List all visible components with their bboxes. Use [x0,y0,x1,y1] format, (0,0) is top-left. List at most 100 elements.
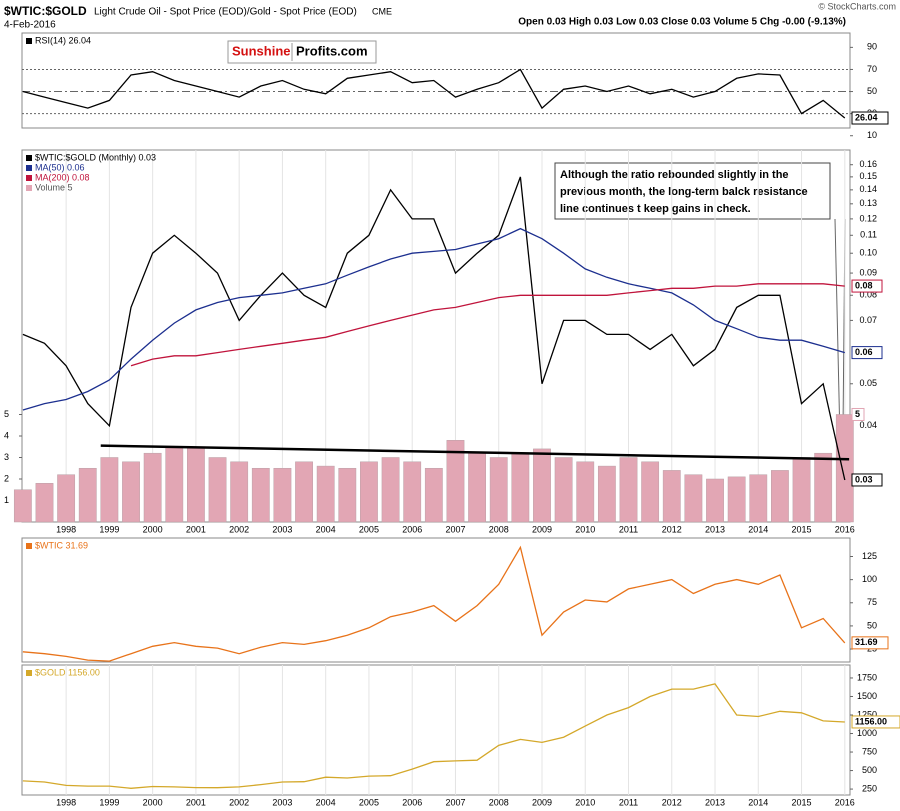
quote: Open 0.03 High 0.03 Low 0.03 Close 0.03 … [518,17,846,28]
y-tick-label: 0.14 [859,184,877,194]
symbol: $WTIC:$GOLD [4,4,87,18]
end-label: 31.69 [855,637,878,647]
x-tick-label: 1999 [99,524,119,534]
y-tick-label: 125 [862,551,877,561]
credit: © StockCharts.com [818,1,896,11]
logo-box [227,40,377,64]
volume-bar [597,465,616,523]
end-label-box [851,715,900,729]
x-tick-label: 2001 [186,797,206,807]
y-tick-label: 0.09 [859,267,877,277]
y-tick-label: 50 [867,86,877,96]
end-label-box [851,407,865,421]
logo-right: Profits.com [296,43,368,58]
y2-tick-label: 4 [4,430,9,440]
x-tick-label: 2008 [489,524,509,534]
x-tick-label: 2004 [316,524,336,534]
x-tick-label: 2006 [402,797,422,807]
x-tick-label: 2000 [143,797,163,807]
volume-bar [78,467,97,523]
volume-bar [403,461,422,523]
volume-bar [122,461,140,523]
x-tick-label: 2013 [705,524,725,534]
x-tick-label: 2010 [575,524,595,534]
y-tick-label: 0.10 [859,248,877,258]
annotation-line: line continues t keep gains in check. [560,203,751,215]
volume-bar [835,414,854,523]
volume-bar [13,489,32,523]
x-tick-label: 2011 [619,524,638,534]
volume-bar [100,457,119,523]
volume-bar [576,461,595,523]
x-tick-label: 2015 [792,797,812,807]
volume-bar [533,448,551,523]
y2-tick-label: 5 [4,409,9,419]
legend-label: $GOLD 1156.00 [35,667,100,677]
volume-bar [792,457,811,523]
y-tick-label: 0.12 [859,213,877,223]
volume-bar [641,461,660,523]
x-tick-label: 1998 [56,797,76,807]
volume-bar [165,446,184,523]
x-tick-label: 2009 [532,797,552,807]
end-label: 0.03 [855,474,873,484]
legend-swatch [26,175,32,181]
x-tick-label: 2000 [143,524,163,534]
x-tick-label: 2016 [835,797,855,807]
volume-bar [381,457,400,523]
series-line [22,68,846,119]
end-label: 5 [855,409,860,419]
volume-bar [554,457,573,523]
legend-label: MA(50) 0.06 [35,162,85,172]
y-tick-label: 0.11 [860,230,877,240]
y-tick-label: 70 [867,64,877,74]
y-tick-label: 500 [862,765,877,775]
legend-swatch [26,185,32,191]
legend-label: Volume 5 [35,182,73,192]
volume-bar [230,461,249,523]
x-tick-label: 1998 [56,524,76,534]
y-tick-label: 75 [867,597,877,607]
legend-label: MA(200) 0.08 [35,172,90,182]
volume-bar [662,470,681,523]
x-tick-label: 2012 [662,797,682,807]
x-tick-label: 2007 [445,797,465,807]
x-tick-label: 2001 [186,524,206,534]
volume-bar [251,467,270,523]
volume-bar [424,467,443,523]
volume-bar [468,452,486,523]
panel-frame [21,537,851,663]
x-tick-label: 2005 [359,797,379,807]
volume-bar [489,457,508,523]
volume-bar [143,452,162,523]
series-line [22,683,845,789]
x-tick-label: 2013 [705,797,725,807]
x-tick-label: 2011 [619,797,638,807]
exchange: CME [372,6,392,16]
y-tick-label: 0.08 [859,290,877,300]
x-tick-label: 2002 [229,524,249,534]
y-tick-label: 0.05 [859,378,877,388]
y-tick-label: 90 [867,42,877,52]
panel-frame [21,32,851,129]
y-tick-label: 0.13 [859,198,877,208]
series-line [22,227,845,411]
volume-bar [814,452,833,523]
subtitle: Light Crude Oil - Spot Price (EOD)/Gold … [94,7,357,18]
logo-left: Sunshine [232,43,291,58]
volume-bar [749,474,768,523]
volume-bar [684,474,703,523]
end-label: 1156.00 [855,716,887,726]
end-label-box [851,346,883,360]
y-tick-label: 1250 [857,709,877,719]
legend-swatch [26,543,32,549]
legend-swatch [26,165,32,171]
volume-bar [273,467,292,523]
series-line [22,545,846,662]
legend-swatch [26,670,32,676]
y-tick-label: 0.07 [859,315,877,325]
y-tick-label: 1000 [857,728,877,738]
x-tick-label: 2002 [229,797,249,807]
